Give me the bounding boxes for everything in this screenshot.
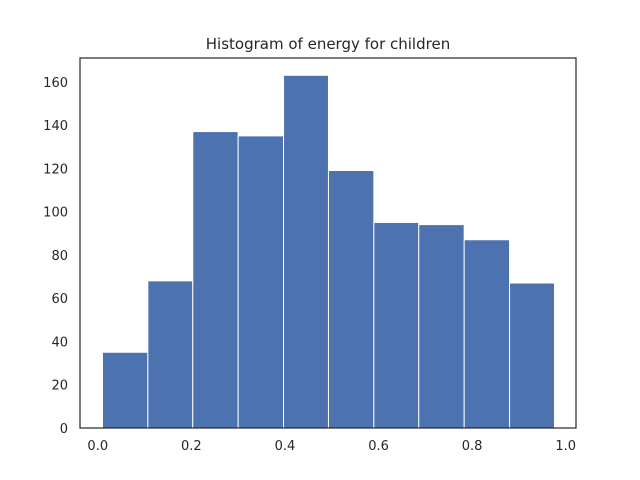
x-tick-label: 0.2 [181,439,202,454]
histogram-bar [237,135,285,429]
y-tick-label: 40 [51,335,68,350]
y-tick-label: 20 [51,379,68,394]
y-tick-label: 0 [60,422,68,437]
histogram-bar [327,170,375,429]
histogram-bar [373,221,420,429]
y-tick-label: 60 [51,292,68,307]
y-tick-label: 80 [51,249,68,264]
histogram-bar [147,280,194,429]
plot-frame [79,57,577,429]
y-axis-ticks: 0 20 40 60 80 100 120 140 160 [43,76,68,437]
x-tick-label: 0.8 [462,439,483,454]
bars-group [101,74,555,429]
x-tick-label: 0.6 [368,439,389,454]
histogram-bar [101,351,149,429]
histogram-bar [509,282,555,429]
chart-title: Histogram of energy for children [206,35,450,53]
x-tick-label: 0.0 [87,439,108,454]
histogram-bar [192,131,239,429]
y-tick-label: 120 [43,162,68,177]
y-tick-label: 160 [43,76,68,91]
y-tick-label: 140 [43,119,68,134]
x-tick-label: 1.0 [555,439,576,454]
x-axis-ticks: 0.0 0.2 0.4 0.6 0.8 1.0 [87,439,576,454]
x-tick-label: 0.4 [275,439,296,454]
histogram-bar [283,74,329,429]
histogram-bar [463,239,511,429]
histogram-bar [418,224,465,429]
y-tick-label: 100 [43,206,68,221]
